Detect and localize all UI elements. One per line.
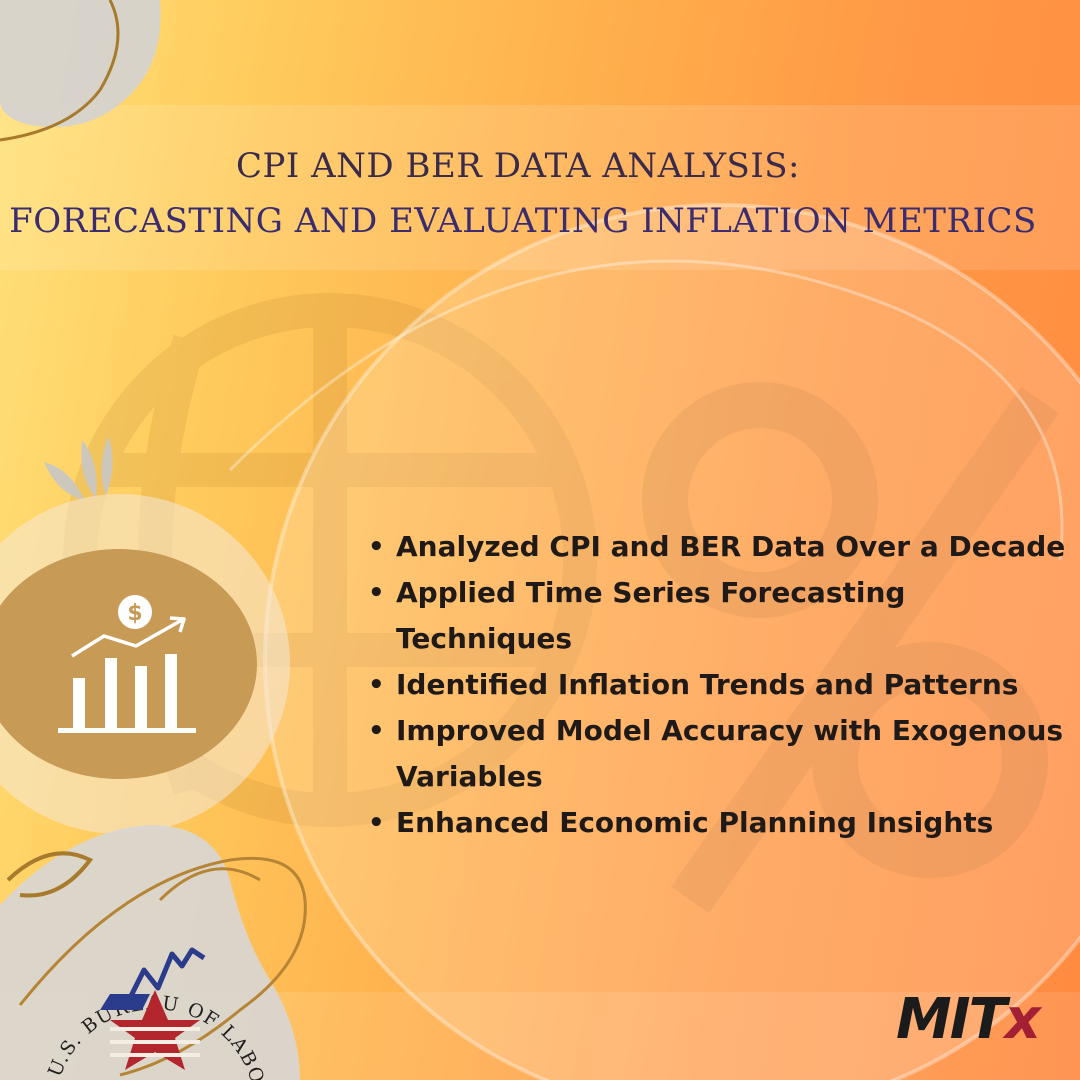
chart-bar-3	[135, 666, 147, 728]
dollar-symbol: $	[127, 601, 142, 626]
chart-baseline	[58, 728, 196, 733]
list-item: Identified Inflation Trends and Patterns	[368, 662, 1068, 708]
top-left-blob	[0, 0, 161, 127]
star-icon	[100, 990, 200, 1070]
chart-bar-2	[105, 658, 117, 728]
list-item: Analyzed CPI and BER Data Over a Decade	[368, 524, 1068, 570]
mitx-logo: MITx	[896, 987, 1045, 1052]
chart-bar-4	[165, 654, 177, 728]
us-bureau-of-labor-statistics-seal: U.S. BUREAU OF LABOR STATISTICS	[40, 910, 267, 1080]
list-item: Enhanced Economic Planning Insights	[368, 800, 1068, 846]
page-title: CPI AND BER DATA ANALYSIS: FORECASTING A…	[0, 140, 1046, 250]
growth-chart-dollar-icon: $	[0, 549, 257, 779]
title-line-1: CPI AND BER DATA ANALYSIS:	[235, 146, 801, 186]
title-line-2: FORECASTING AND EVALUATING INFLATION MET…	[9, 201, 1037, 241]
list-item: Improved Model Accuracy with Exogenous V…	[368, 708, 1068, 800]
bottom-left-blob	[0, 825, 300, 1080]
brand-accent: x	[1002, 987, 1043, 1052]
highlights-list: Analyzed CPI and BER Data Over a Decade …	[368, 524, 1068, 846]
chart-bar-1	[73, 678, 85, 728]
leaf-marks	[44, 436, 113, 500]
title-band	[0, 105, 1080, 270]
dollar-coin-icon	[118, 595, 152, 629]
svg-text:MITx: MITx	[896, 987, 1043, 1052]
brand-main: MIT	[896, 987, 1011, 1052]
list-item: Applied Time Series Forecasting Techniqu…	[368, 570, 1068, 662]
